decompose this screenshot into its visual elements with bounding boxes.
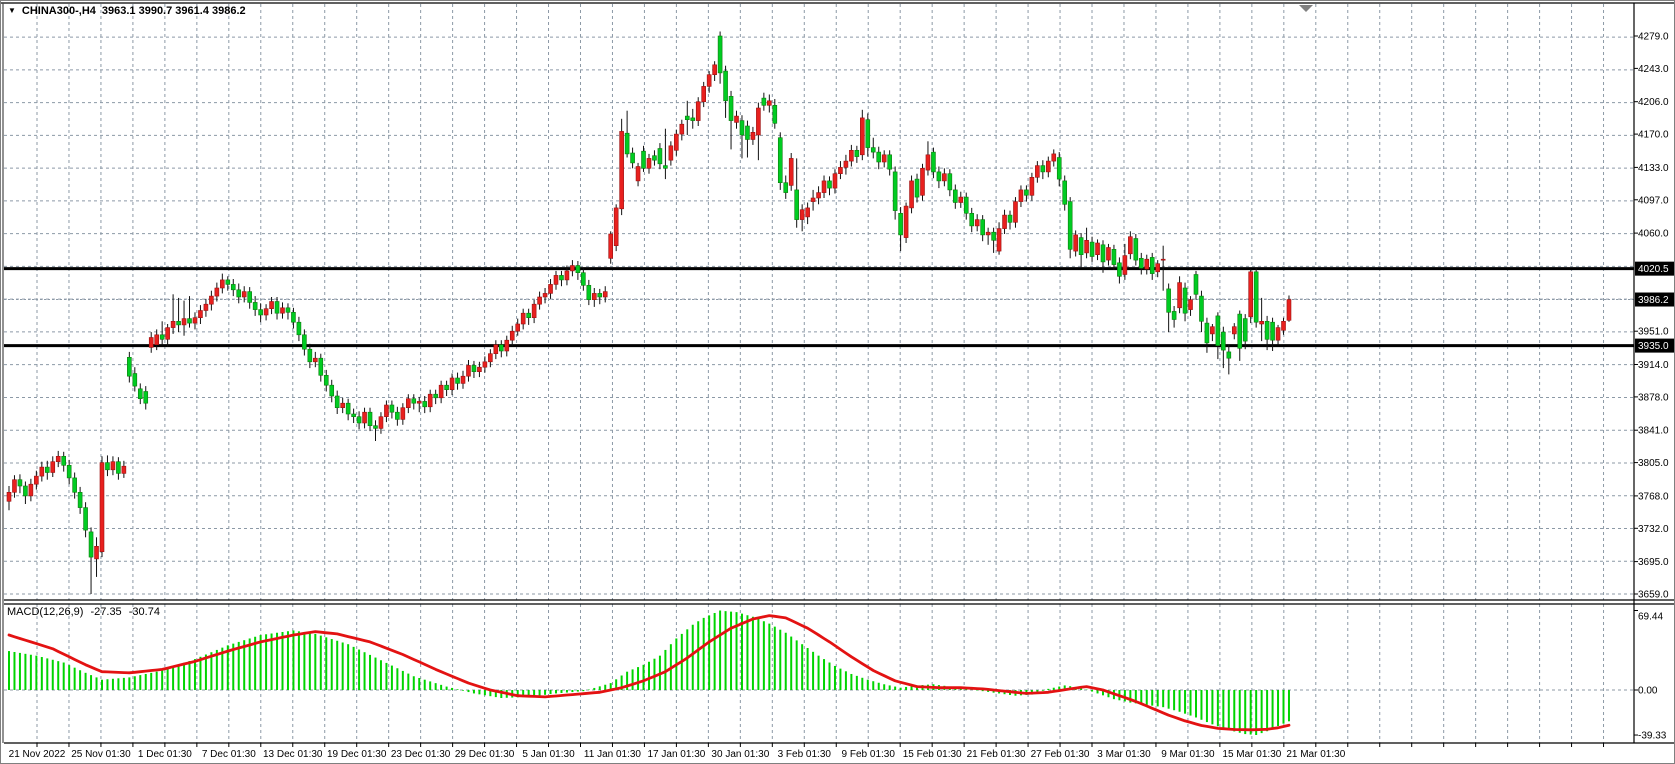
pane-borders — [1, 2, 1674, 744]
macd-signal-line — [7, 614, 1291, 732]
svg-text:19 Dec 01:30: 19 Dec 01:30 — [327, 749, 387, 760]
price-axis[interactable]: 4279.0 4243.0 4206.0 4170.0 4133.0 4097.0 4060… — [1634, 32, 1675, 601]
svg-text:27 Feb 01:30: 27 Feb 01:30 — [1031, 749, 1090, 760]
svg-text:21 Feb 01:30: 21 Feb 01:30 — [967, 749, 1026, 760]
svg-text:25 Nov 01:30: 25 Nov 01:30 — [71, 749, 131, 760]
svg-text:3659.0: 3659.0 — [1638, 590, 1669, 601]
svg-text:21 Nov 2022: 21 Nov 2022 — [9, 749, 66, 760]
svg-text:13 Dec 01:30: 13 Dec 01:30 — [263, 749, 323, 760]
svg-text:9 Mar 01:30: 9 Mar 01:30 — [1161, 749, 1215, 760]
macd-name: MACD(12,26,9) — [7, 606, 84, 618]
svg-text:3841.0: 3841.0 — [1638, 426, 1669, 437]
macd-signal-value: -30.74 — [128, 606, 160, 618]
svg-text:3732.0: 3732.0 — [1638, 524, 1669, 535]
svg-text:4097.0: 4097.0 — [1638, 195, 1669, 206]
svg-text:3805.0: 3805.0 — [1638, 458, 1669, 469]
svg-text:15 Mar 01:30: 15 Mar 01:30 — [1222, 749, 1281, 760]
grid-lines — [4, 4, 1634, 747]
svg-text:3 Feb 01:30: 3 Feb 01:30 — [778, 749, 832, 760]
svg-text:30 Jan 01:30: 30 Jan 01:30 — [711, 749, 769, 760]
chart-shift-marker-icon[interactable] — [1299, 5, 1313, 12]
svg-text:4243.0: 4243.0 — [1638, 64, 1669, 75]
svg-text:23 Dec 01:30: 23 Dec 01:30 — [391, 749, 451, 760]
svg-text:4170.0: 4170.0 — [1638, 130, 1669, 141]
macd-indicator-label: MACD(12,26,9) -27.35 -30.74 — [7, 606, 164, 618]
svg-text:0.00: 0.00 — [1638, 686, 1658, 697]
svg-text:5 Jan 01:30: 5 Jan 01:30 — [522, 749, 575, 760]
svg-text:3768.0: 3768.0 — [1638, 491, 1669, 502]
svg-text:-39.33: -39.33 — [1638, 731, 1667, 742]
svg-text:69.44: 69.44 — [1638, 611, 1663, 622]
horizontal-line-objects[interactable] — [4, 267, 1634, 348]
svg-text:3914.0: 3914.0 — [1638, 360, 1669, 371]
svg-text:3951.0: 3951.0 — [1638, 327, 1669, 338]
svg-text:29 Dec 01:30: 29 Dec 01:30 — [455, 749, 515, 760]
svg-text:17 Jan 01:30: 17 Jan 01:30 — [647, 749, 705, 760]
chart-expand-icon[interactable]: ▼ — [8, 6, 16, 15]
svg-text:7 Dec 01:30: 7 Dec 01:30 — [202, 749, 256, 760]
svg-text:4133.0: 4133.0 — [1638, 163, 1669, 174]
svg-text:9 Feb 01:30: 9 Feb 01:30 — [842, 749, 896, 760]
svg-text:11 Jan 01:30: 11 Jan 01:30 — [584, 749, 642, 760]
svg-text:3695.0: 3695.0 — [1638, 557, 1669, 568]
svg-text:3935.0: 3935.0 — [1638, 341, 1669, 352]
svg-text:4279.0: 4279.0 — [1638, 32, 1669, 43]
svg-text:3986.2: 3986.2 — [1638, 295, 1669, 306]
svg-text:4060.0: 4060.0 — [1638, 229, 1669, 240]
svg-text:4020.5: 4020.5 — [1638, 264, 1669, 275]
svg-text:3 Mar 01:30: 3 Mar 01:30 — [1097, 749, 1151, 760]
svg-text:3878.0: 3878.0 — [1638, 392, 1669, 403]
chart-title: ▼ CHINA300-,H4 3963.1 3990.7 3961.4 3986… — [8, 5, 246, 17]
chart-ohlc-values: 3963.1 3990.7 3961.4 3986.2 — [101, 5, 246, 17]
macd-indicator — [7, 610, 1291, 735]
time-axis[interactable]: 21 Nov 2022 25 Nov 01:30 1 Dec 01:30 7 Dec … — [9, 749, 1346, 760]
svg-text:15 Feb 01:30: 15 Feb 01:30 — [903, 749, 962, 760]
candlesticks — [6, 31, 1292, 594]
chart-symbol-period: CHINA300-,H4 — [21, 5, 96, 17]
macd-main-value: -27.35 — [90, 606, 122, 618]
svg-text:4206.0: 4206.0 — [1638, 97, 1669, 108]
svg-text:21 Mar 01:30: 21 Mar 01:30 — [1286, 749, 1345, 760]
macd-axis[interactable]: 69.44 0.00 -39.33 — [1634, 609, 1667, 742]
svg-text:1 Dec 01:30: 1 Dec 01:30 — [138, 749, 192, 760]
